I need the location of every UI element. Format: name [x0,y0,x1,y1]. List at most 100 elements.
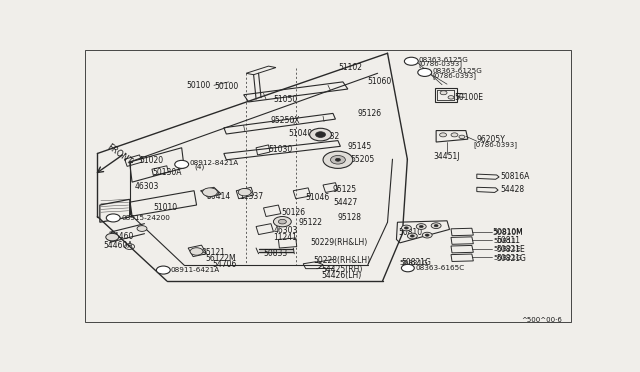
Text: S: S [420,70,425,75]
Circle shape [425,234,429,236]
Text: 50100E: 50100E [454,93,483,102]
Text: 50414: 50414 [207,192,231,201]
Circle shape [175,160,189,169]
Circle shape [422,232,432,238]
Text: 50821G: 50821G [493,255,522,261]
Text: N: N [177,161,182,167]
Circle shape [418,68,431,76]
Circle shape [310,128,332,141]
Text: 08363-6165C: 08363-6165C [415,265,465,271]
Text: 51046: 51046 [306,193,330,202]
Circle shape [459,135,465,139]
Text: 95122: 95122 [298,218,323,227]
Text: 08363-6125G: 08363-6125G [419,57,468,62]
Text: 54426(LH): 54426(LH) [321,271,362,280]
Circle shape [106,233,118,241]
Text: 46303: 46303 [273,226,298,235]
Text: [0786-0393]: [0786-0393] [432,72,476,78]
Circle shape [106,214,120,222]
Text: 54428: 54428 [500,185,525,194]
Text: 50229(RH&LH): 50229(RH&LH) [310,238,368,247]
Text: N: N [159,267,164,273]
Text: V: V [109,215,114,221]
Text: 11337: 11337 [239,192,263,201]
Text: 50821E: 50821E [493,246,521,253]
Text: 50810: 50810 [399,228,422,237]
Text: 54460: 54460 [110,232,134,241]
Text: [0786-0393]: [0786-0393] [419,61,463,67]
Circle shape [278,219,286,224]
Text: 55205: 55205 [350,155,374,164]
Text: 56122M: 56122M [205,254,236,263]
Text: 50821G: 50821G [497,254,527,263]
Text: 95128: 95128 [338,214,362,222]
Text: 54427: 54427 [333,198,357,207]
Circle shape [156,266,170,274]
Circle shape [440,91,447,95]
Text: FRONT: FRONT [105,142,133,166]
Circle shape [190,248,203,255]
Circle shape [408,233,417,239]
Circle shape [137,226,147,231]
Text: 50821E: 50821E [497,245,525,254]
Text: 54425(RH): 54425(RH) [321,265,363,274]
Text: 50821G: 50821G [400,260,429,266]
Text: 50130A: 50130A [152,168,181,177]
Text: 51060: 51060 [367,77,392,86]
Text: 54460A: 54460A [104,241,133,250]
Text: (4): (4) [194,164,204,170]
Text: 08915-24200: 08915-24200 [121,215,170,221]
Text: 50810M: 50810M [493,228,524,237]
Text: 50811: 50811 [497,236,521,246]
Text: 11241: 11241 [273,234,298,243]
Circle shape [416,224,426,230]
Text: 95126: 95126 [358,109,382,118]
Text: 96205Y: 96205Y [477,135,506,144]
Circle shape [448,96,454,99]
Circle shape [434,225,438,227]
Text: 51010: 51010 [154,203,177,212]
Text: 50432: 50432 [316,132,340,141]
Text: 50228(RH&LH): 50228(RH&LH) [313,256,371,265]
Text: 51030: 51030 [269,145,292,154]
Circle shape [410,235,414,237]
Circle shape [335,158,340,161]
Text: 95121: 95121 [202,248,225,257]
Text: 95145: 95145 [348,142,372,151]
Text: 08911-6421A: 08911-6421A [171,267,220,273]
Text: 54706: 54706 [212,260,237,269]
Text: 50811: 50811 [493,238,516,244]
Circle shape [202,188,218,196]
Text: 95250X: 95250X [271,116,300,125]
Circle shape [419,225,423,228]
Text: 08912-8421A: 08912-8421A [189,160,238,166]
Circle shape [440,133,447,137]
Text: 50810M: 50810M [493,229,522,235]
Text: S: S [408,58,412,64]
Circle shape [273,217,291,227]
Text: S: S [404,265,408,270]
Text: 95125: 95125 [333,185,357,194]
Text: 46303: 46303 [134,182,159,191]
Text: 08363-6125G: 08363-6125G [432,68,482,74]
Circle shape [323,151,353,169]
Text: 51040: 51040 [288,129,312,138]
Text: 51102: 51102 [338,63,362,72]
Circle shape [451,133,458,137]
Text: 50100: 50100 [214,82,238,91]
Text: 50833: 50833 [264,249,288,258]
Circle shape [401,225,412,231]
Text: 50821G: 50821G [401,259,431,267]
Text: 34451J: 34451J [434,152,460,161]
Circle shape [401,264,414,272]
Circle shape [404,57,419,65]
Circle shape [238,189,251,196]
Circle shape [431,223,441,228]
Text: [0786-0393]: [0786-0393] [474,141,517,148]
Text: 50126: 50126 [281,208,305,217]
Circle shape [330,155,346,164]
Text: 50816A: 50816A [500,172,530,181]
Text: 51020: 51020 [140,156,164,165]
Text: 51050: 51050 [273,94,298,103]
Circle shape [404,227,408,229]
